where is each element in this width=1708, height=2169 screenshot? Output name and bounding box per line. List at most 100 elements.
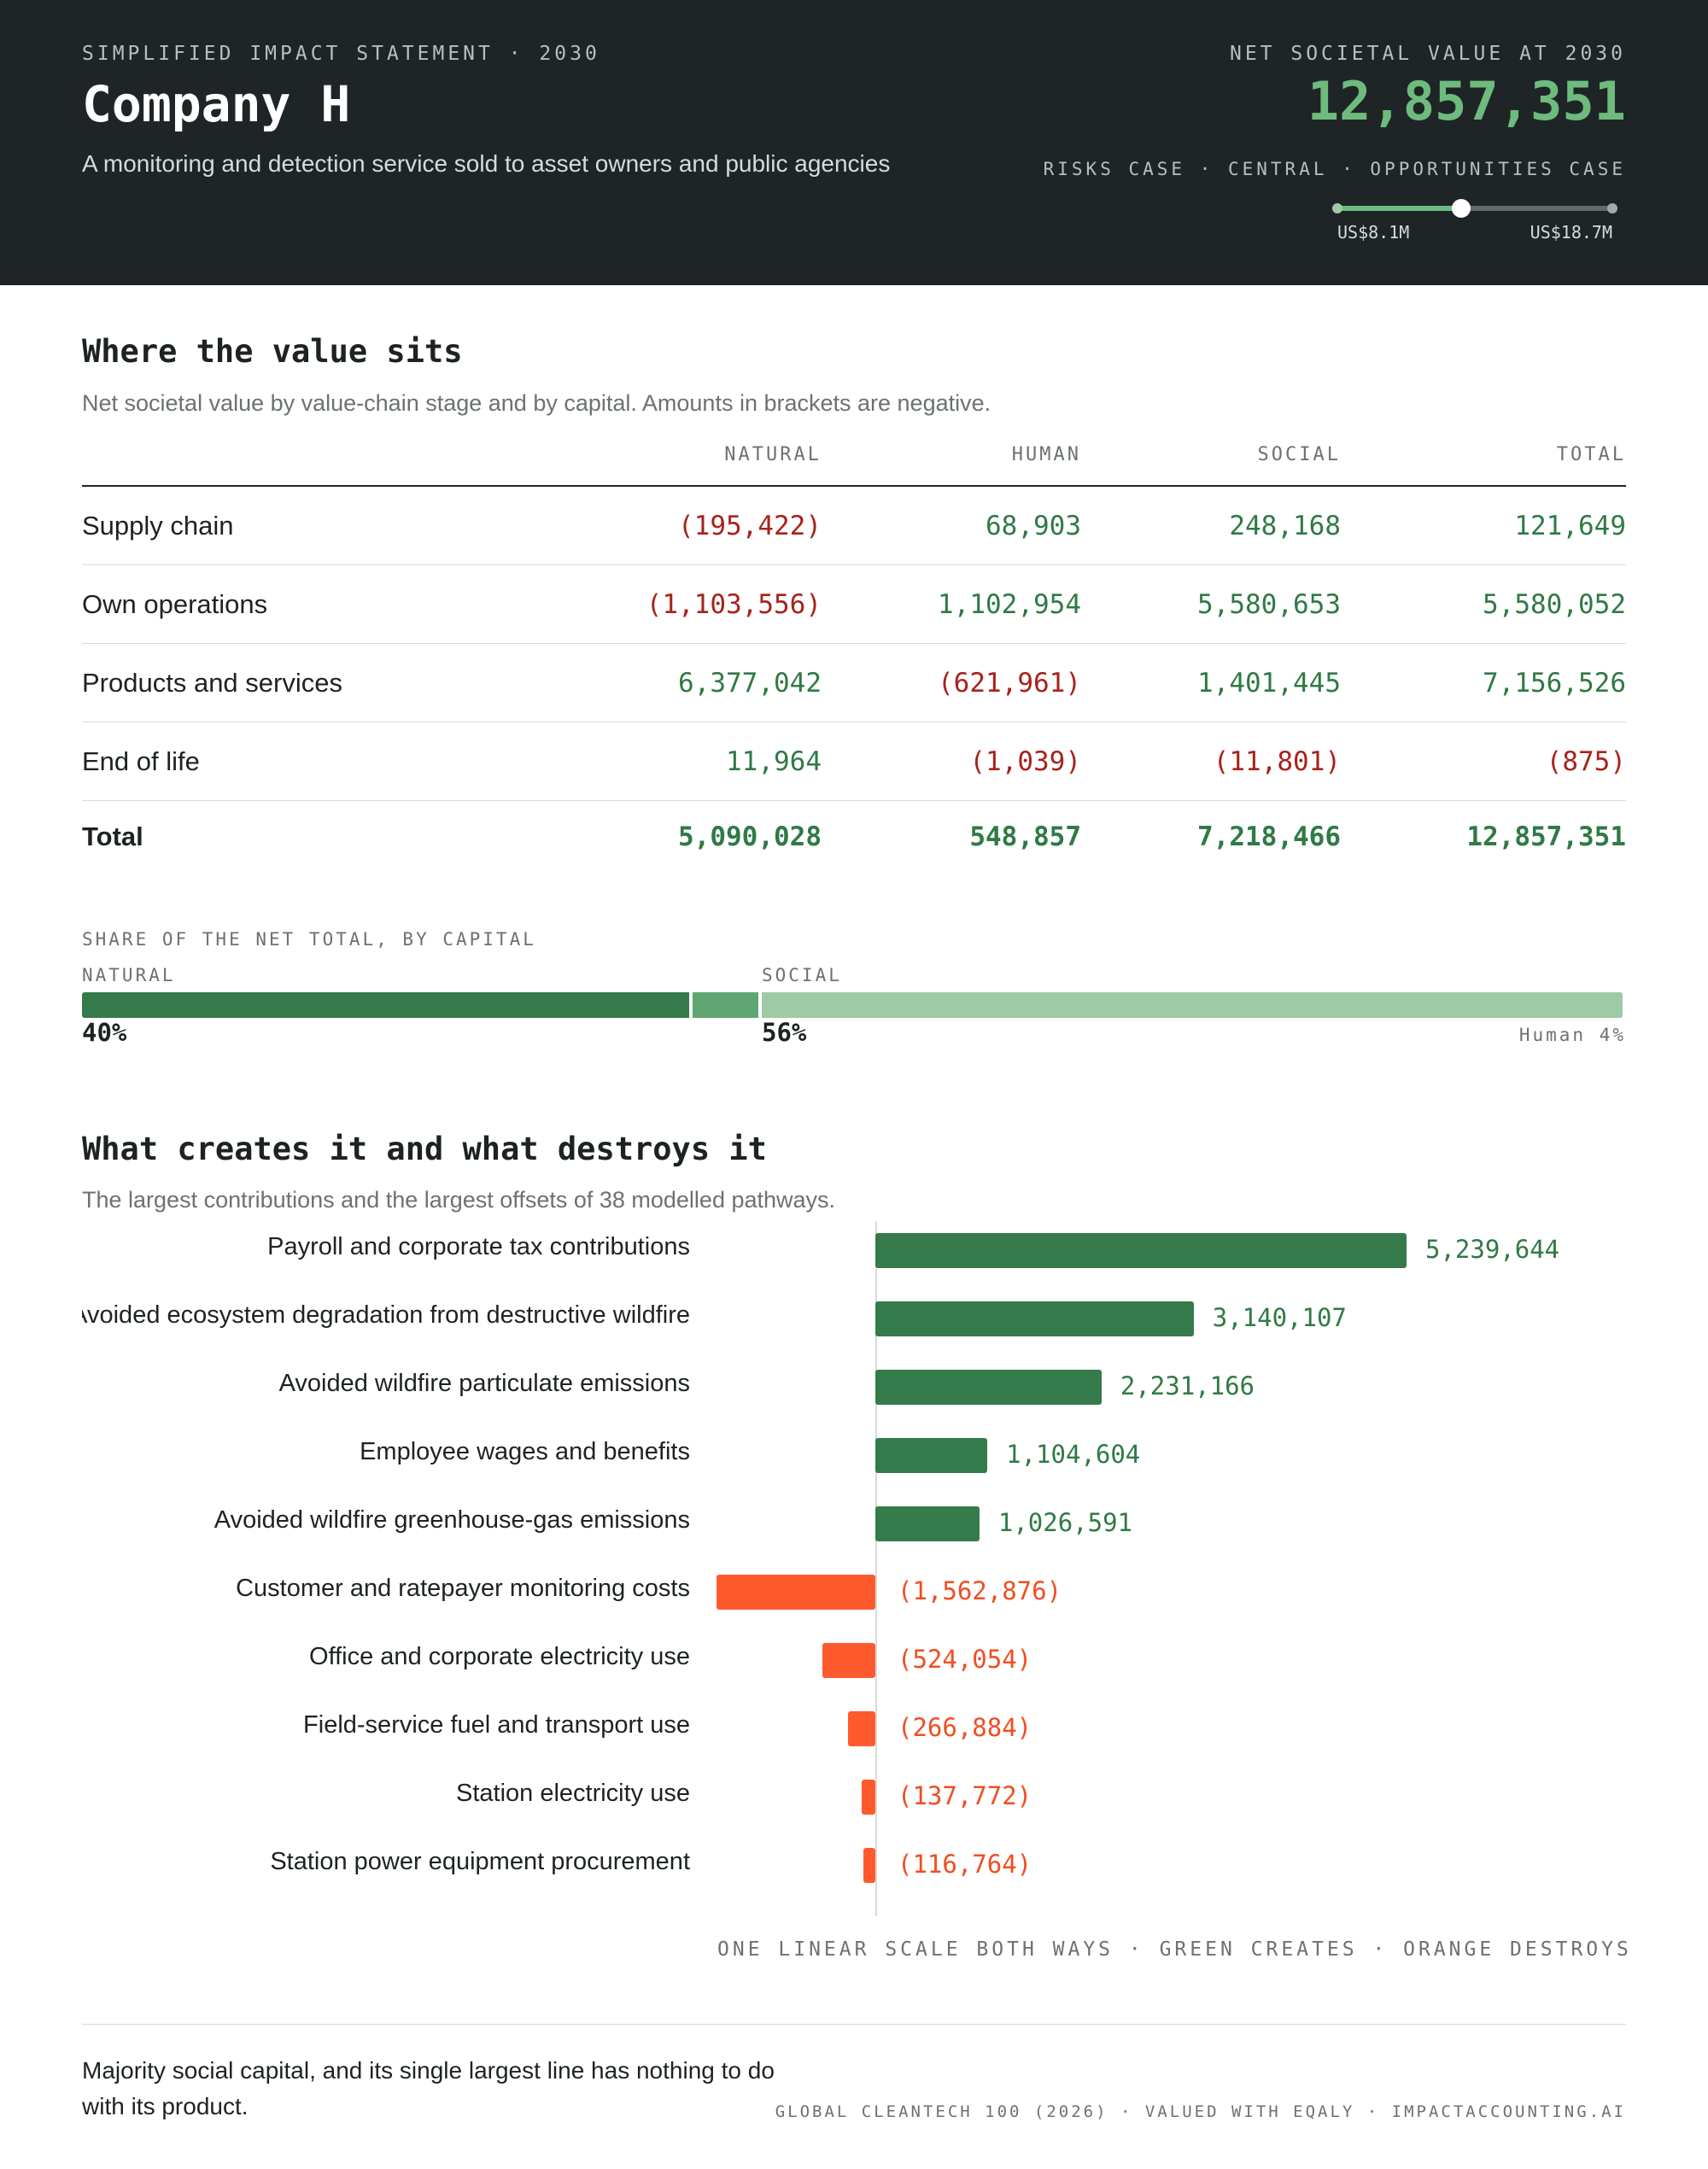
bar-label-wrap: Office and corporate electricity use [82, 1640, 690, 1677]
range-high-label: US$18.7M [1530, 222, 1612, 243]
bar-label-wrap: Avoided wildfire particulate emissions [82, 1366, 690, 1404]
cell-total: 5,580,052 [1483, 589, 1626, 620]
contributions-chart: ONE LINEAR SCALE BOTH WAYS · GREEN CREAT… [0, 1221, 1708, 1961]
cell-total: 12,857,351 [1466, 821, 1626, 852]
value-table-heading: Where the value sits [82, 333, 463, 370]
bar-label-wrap: Avoided wildfire greenhouse-gas emission… [82, 1503, 690, 1541]
table-row: Products and services 6,377,042 (621,961) 1… [82, 644, 1626, 722]
table-row: Supply chain (195,422) 68,903 248,168 121,64… [82, 487, 1626, 565]
cell-human: 68,903 [986, 511, 1081, 541]
bar-label: Employee wages and benefits [360, 1438, 690, 1465]
net-value-label: NET SOCIETAL VALUE AT 2030 [1229, 43, 1626, 65]
zero-axis [875, 1221, 877, 1916]
header: SIMPLIFIED IMPACT STATEMENT · 2030 Compa… [0, 0, 1708, 285]
bar-value-label: (137,772) [898, 1781, 1032, 1810]
row-label: Supply chain [82, 511, 234, 541]
table-row: Own operations (1,103,556) 1,102,954 5,580,… [82, 565, 1626, 644]
row-label: Products and services [82, 668, 342, 698]
share-label: SHARE OF THE NET TOTAL, BY CAPITAL [82, 929, 536, 950]
row-label: End of life [82, 746, 200, 776]
natural-percent: 40% [82, 1018, 127, 1047]
bar-label: Avoided wildfire greenhouse-gas emission… [214, 1506, 690, 1534]
range-high-marker [1607, 203, 1617, 213]
contribution-bar [848, 1711, 875, 1746]
cell-human: (621,961) [938, 668, 1081, 699]
cell-social: 1,401,445 [1197, 668, 1341, 699]
value-table-description: Net societal value by value-chain stage … [82, 390, 991, 416]
bar-value-label: (266,884) [898, 1713, 1032, 1742]
footer-divider [82, 2024, 1626, 2025]
contribution-bar [875, 1438, 988, 1473]
central-marker [1451, 199, 1471, 218]
bar-label: Payroll and corporate tax contributions [267, 1233, 690, 1260]
statement-eyebrow: SIMPLIFIED IMPACT STATEMENT · 2030 [82, 43, 600, 65]
company-name: Company H [82, 75, 351, 133]
cell-total: 121,649 [1514, 511, 1626, 541]
row-label: Own operations [82, 589, 268, 619]
social-label: SOCIAL [762, 965, 842, 985]
table-header: NATURAL HUMAN SOCIAL TOTAL [82, 427, 1626, 487]
scenario-labels: RISKS CASE · CENTRAL · OPPORTUNITIES CAS… [1043, 159, 1626, 179]
cell-natural: 11,964 [726, 746, 822, 777]
cell-social: (11,801) [1213, 746, 1341, 777]
cell-natural: (195,422) [678, 511, 822, 541]
bar-label: Field-service fuel and transport use [303, 1711, 690, 1739]
share-segment-human [693, 992, 758, 1018]
bar-label: Station power equipment procurement [270, 1848, 690, 1875]
range-low-marker [1332, 203, 1342, 213]
table-row: End of life 11,964 (1,039) (11,801) (875) [82, 722, 1626, 801]
range-track [1337, 206, 1612, 211]
scenario-range: US$8.1M US$18.7M [1332, 199, 1617, 243]
bar-value-label: 3,140,107 [1212, 1303, 1347, 1332]
bar-label-wrap: Avoided ecosystem degradation from destr… [82, 1298, 690, 1336]
value-table: NATURAL HUMAN SOCIAL TOTAL Supply chain (… [82, 427, 1626, 873]
bar-label: Customer and ratepayer monitoring costs [236, 1575, 690, 1602]
cell-human: 1,102,954 [938, 589, 1081, 620]
contribution-bar [861, 1780, 875, 1815]
bar-value-label: 2,231,166 [1120, 1371, 1255, 1400]
net-value: 12,857,351 [1307, 70, 1626, 132]
cell-natural: 6,377,042 [678, 668, 822, 699]
bar-label: Station electricity use [455, 1780, 690, 1807]
natural-label: NATURAL [82, 965, 176, 985]
bar-label: Avoided wildfire particulate emissions [278, 1370, 690, 1397]
contribution-bar [875, 1370, 1102, 1405]
range-low-label: US$8.1M [1337, 222, 1410, 243]
cell-social: 7,218,466 [1197, 821, 1341, 852]
cell-human: 548,857 [969, 821, 1081, 852]
bar-value-label: (116,764) [898, 1850, 1032, 1879]
bar-label: Office and corporate electricity use [309, 1643, 690, 1670]
cell-social: 248,168 [1229, 511, 1341, 541]
human-percent-note: Human 4% [1518, 1025, 1626, 1045]
range-fill [1337, 206, 1461, 211]
contribution-bar [875, 1233, 1407, 1268]
bar-value-label: (1,562,876) [898, 1576, 1062, 1605]
bar-label-wrap: Field-service fuel and transport use [82, 1708, 690, 1745]
bar-value-label: 1,104,604 [1006, 1440, 1141, 1469]
bar-label-wrap: Payroll and corporate tax contributions [82, 1230, 690, 1267]
company-description: A monitoring and detection service sold … [82, 150, 891, 177]
scale-note: ONE LINEAR SCALE BOTH WAYS · GREEN CREAT… [717, 1938, 1632, 1961]
footer-summary: Majority social capital, and its single … [82, 2057, 775, 2119]
contribution-bar [875, 1301, 1194, 1336]
bar-value-label: 5,239,644 [1425, 1235, 1560, 1264]
social-percent: 56% [762, 1018, 807, 1047]
contribution-bar [822, 1643, 875, 1678]
bar-label-wrap: Customer and ratepayer monitoring costs [82, 1571, 690, 1609]
row-label: Total [82, 821, 143, 851]
column-human: HUMAN [1011, 444, 1081, 465]
share-segment-social [762, 992, 1623, 1018]
cell-social: 5,580,653 [1197, 589, 1341, 620]
footer-credit: GLOBAL CLEANTECH 100 (2026) · VALUED WIT… [775, 2102, 1626, 2121]
cell-total: (875) [1546, 746, 1626, 777]
column-total: TOTAL [1556, 444, 1626, 465]
contribution-bar [875, 1506, 980, 1541]
column-social: SOCIAL [1257, 444, 1341, 465]
bar-value-label: (524,054) [898, 1645, 1032, 1674]
contribution-bar [863, 1848, 875, 1883]
cell-natural: 5,090,028 [678, 821, 822, 852]
cell-total: 7,156,526 [1483, 668, 1626, 699]
contributions-heading: What creates it and what destroys it [82, 1131, 767, 1167]
bar-label: Avoided ecosystem degradation from destr… [82, 1301, 690, 1329]
cell-human: (1,039) [969, 746, 1081, 777]
